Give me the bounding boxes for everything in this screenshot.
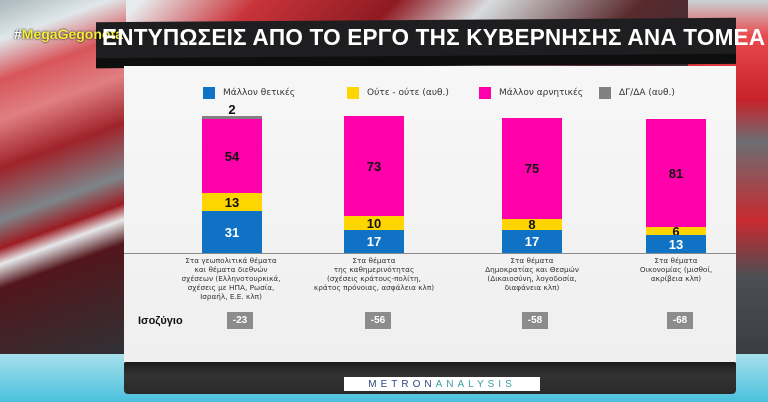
bar-geopolitics: 31 13 54 2 [202,102,262,253]
segment-positive: 13 [646,235,706,253]
segment-negative: 54 [202,119,262,193]
balance-value-economy: -68 [667,312,693,329]
label-line: Ισραήλ, Ε.Ε. κλπ) [200,292,262,301]
chart-title: ΕΝΤΥΠΩΣΕΙΣ ΑΠΟ ΤΟ ΕΡΓΟ ΤΗΣ ΚΥΒΕΡΝΗΣΗΣ ΑΝ… [102,24,766,50]
label-line: Στα θέματα [510,256,554,265]
bar-democracy: 17 8 75 [502,118,562,253]
legend-label: ΔΓ/ΔΑ (αυθ.) [619,88,675,98]
segment-negative: 73 [344,116,404,216]
segment-dk-na-value: 2 [228,102,236,117]
segment-positive: 31 [202,211,262,253]
balance-value-democracy: -58 [522,312,548,329]
label-line: Δημοκρατίας και Θεσμών [485,265,579,274]
bar-everyday: 17 10 73 [344,116,404,253]
legend-label: Μάλλον θετικές [223,88,296,98]
legend-item-neutral: Ούτε - ούτε (αυθ.) [347,87,449,99]
label-line: ακρίβεια κλπ) [650,274,702,283]
segment-negative: 75 [502,118,562,219]
label-line: της καθημερινότητας [333,265,415,274]
legend-swatch-gray [599,87,611,99]
legend: Μάλλον θετικές Ούτε - ούτε (αυθ.) Μάλλον… [0,87,768,103]
segment-positive: 17 [502,230,562,253]
category-label-geopolitics: Στα γεωπολιτικά θέματα και θέματα διεθνώ… [156,256,306,301]
segment-negative: 81 [646,119,706,227]
label-line: σχέσεις με ΗΠΑ, Ρωσία, [187,283,275,292]
label-line: Στα θέματα [654,256,698,265]
legend-swatch-blue [203,87,215,99]
label-line: σχέσεων (Ελληνοτουρκικά, [181,274,281,283]
segment-neutral: 8 [502,217,562,232]
label-line: διαφάνεια κλπ) [504,283,560,292]
x-axis-line [124,253,736,254]
hashtag-symbol: # [14,26,22,42]
category-label-economy: Στα θέματα Οικονομίας (μισθοί, ακρίβεια … [601,256,751,283]
segment-positive: 17 [344,230,404,253]
legend-label: Ούτε - ούτε (αυθ.) [367,88,449,98]
label-line: και θέματα διεθνών [194,265,268,274]
segment-dk-na: 2 [202,102,262,119]
legend-item-positive: Μάλλον θετικές [203,87,295,99]
hashtag: #MegaGegonota [14,26,123,42]
segment-neutral: 6 [646,224,706,239]
segment-neutral: 10 [344,216,404,231]
metron-analysis-logo: METRON ANALYSIS [344,377,540,391]
segment-neutral: 13 [202,193,262,211]
label-line: (Δικαιοσύνη, λογοδοσία, [487,274,577,283]
legend-swatch-yellow [347,87,359,99]
legend-item-negative: Μάλλον αρνητικές [479,87,583,99]
category-label-democracy: Στα θέματα Δημοκρατίας και Θεσμών (Δικαι… [457,256,607,292]
legend-swatch-pink [479,87,491,99]
logo-analysis: ANALYSIS [435,378,516,390]
balance-value-everyday: -56 [365,312,391,329]
label-line: κράτος πρόνοιας, ασφάλεια κλπ) [313,283,435,292]
label-line: Στα θέματα [352,256,396,265]
label-line: Στα γεωπολιτικά θέματα [185,256,277,265]
legend-item-dk-na: ΔΓ/ΔΑ (αυθ.) [599,87,675,99]
label-line: Οικονομίας (μισθοί, [639,265,713,274]
legend-label: Μάλλον αρνητικές [499,88,584,98]
hashtag-text: MegaGegonota [21,26,123,42]
logo-metron: METRON [368,378,436,390]
bar-economy: 13 6 81 [646,119,706,253]
category-label-everyday: Στα θέματα της καθημερινότητας (σχέσεις … [299,256,449,292]
label-line: (σχέσεις κράτους-πολίτη, [327,274,421,283]
balance-label: Ισοζύγιο [138,315,183,327]
balance-value-geopolitics: -23 [227,312,253,329]
